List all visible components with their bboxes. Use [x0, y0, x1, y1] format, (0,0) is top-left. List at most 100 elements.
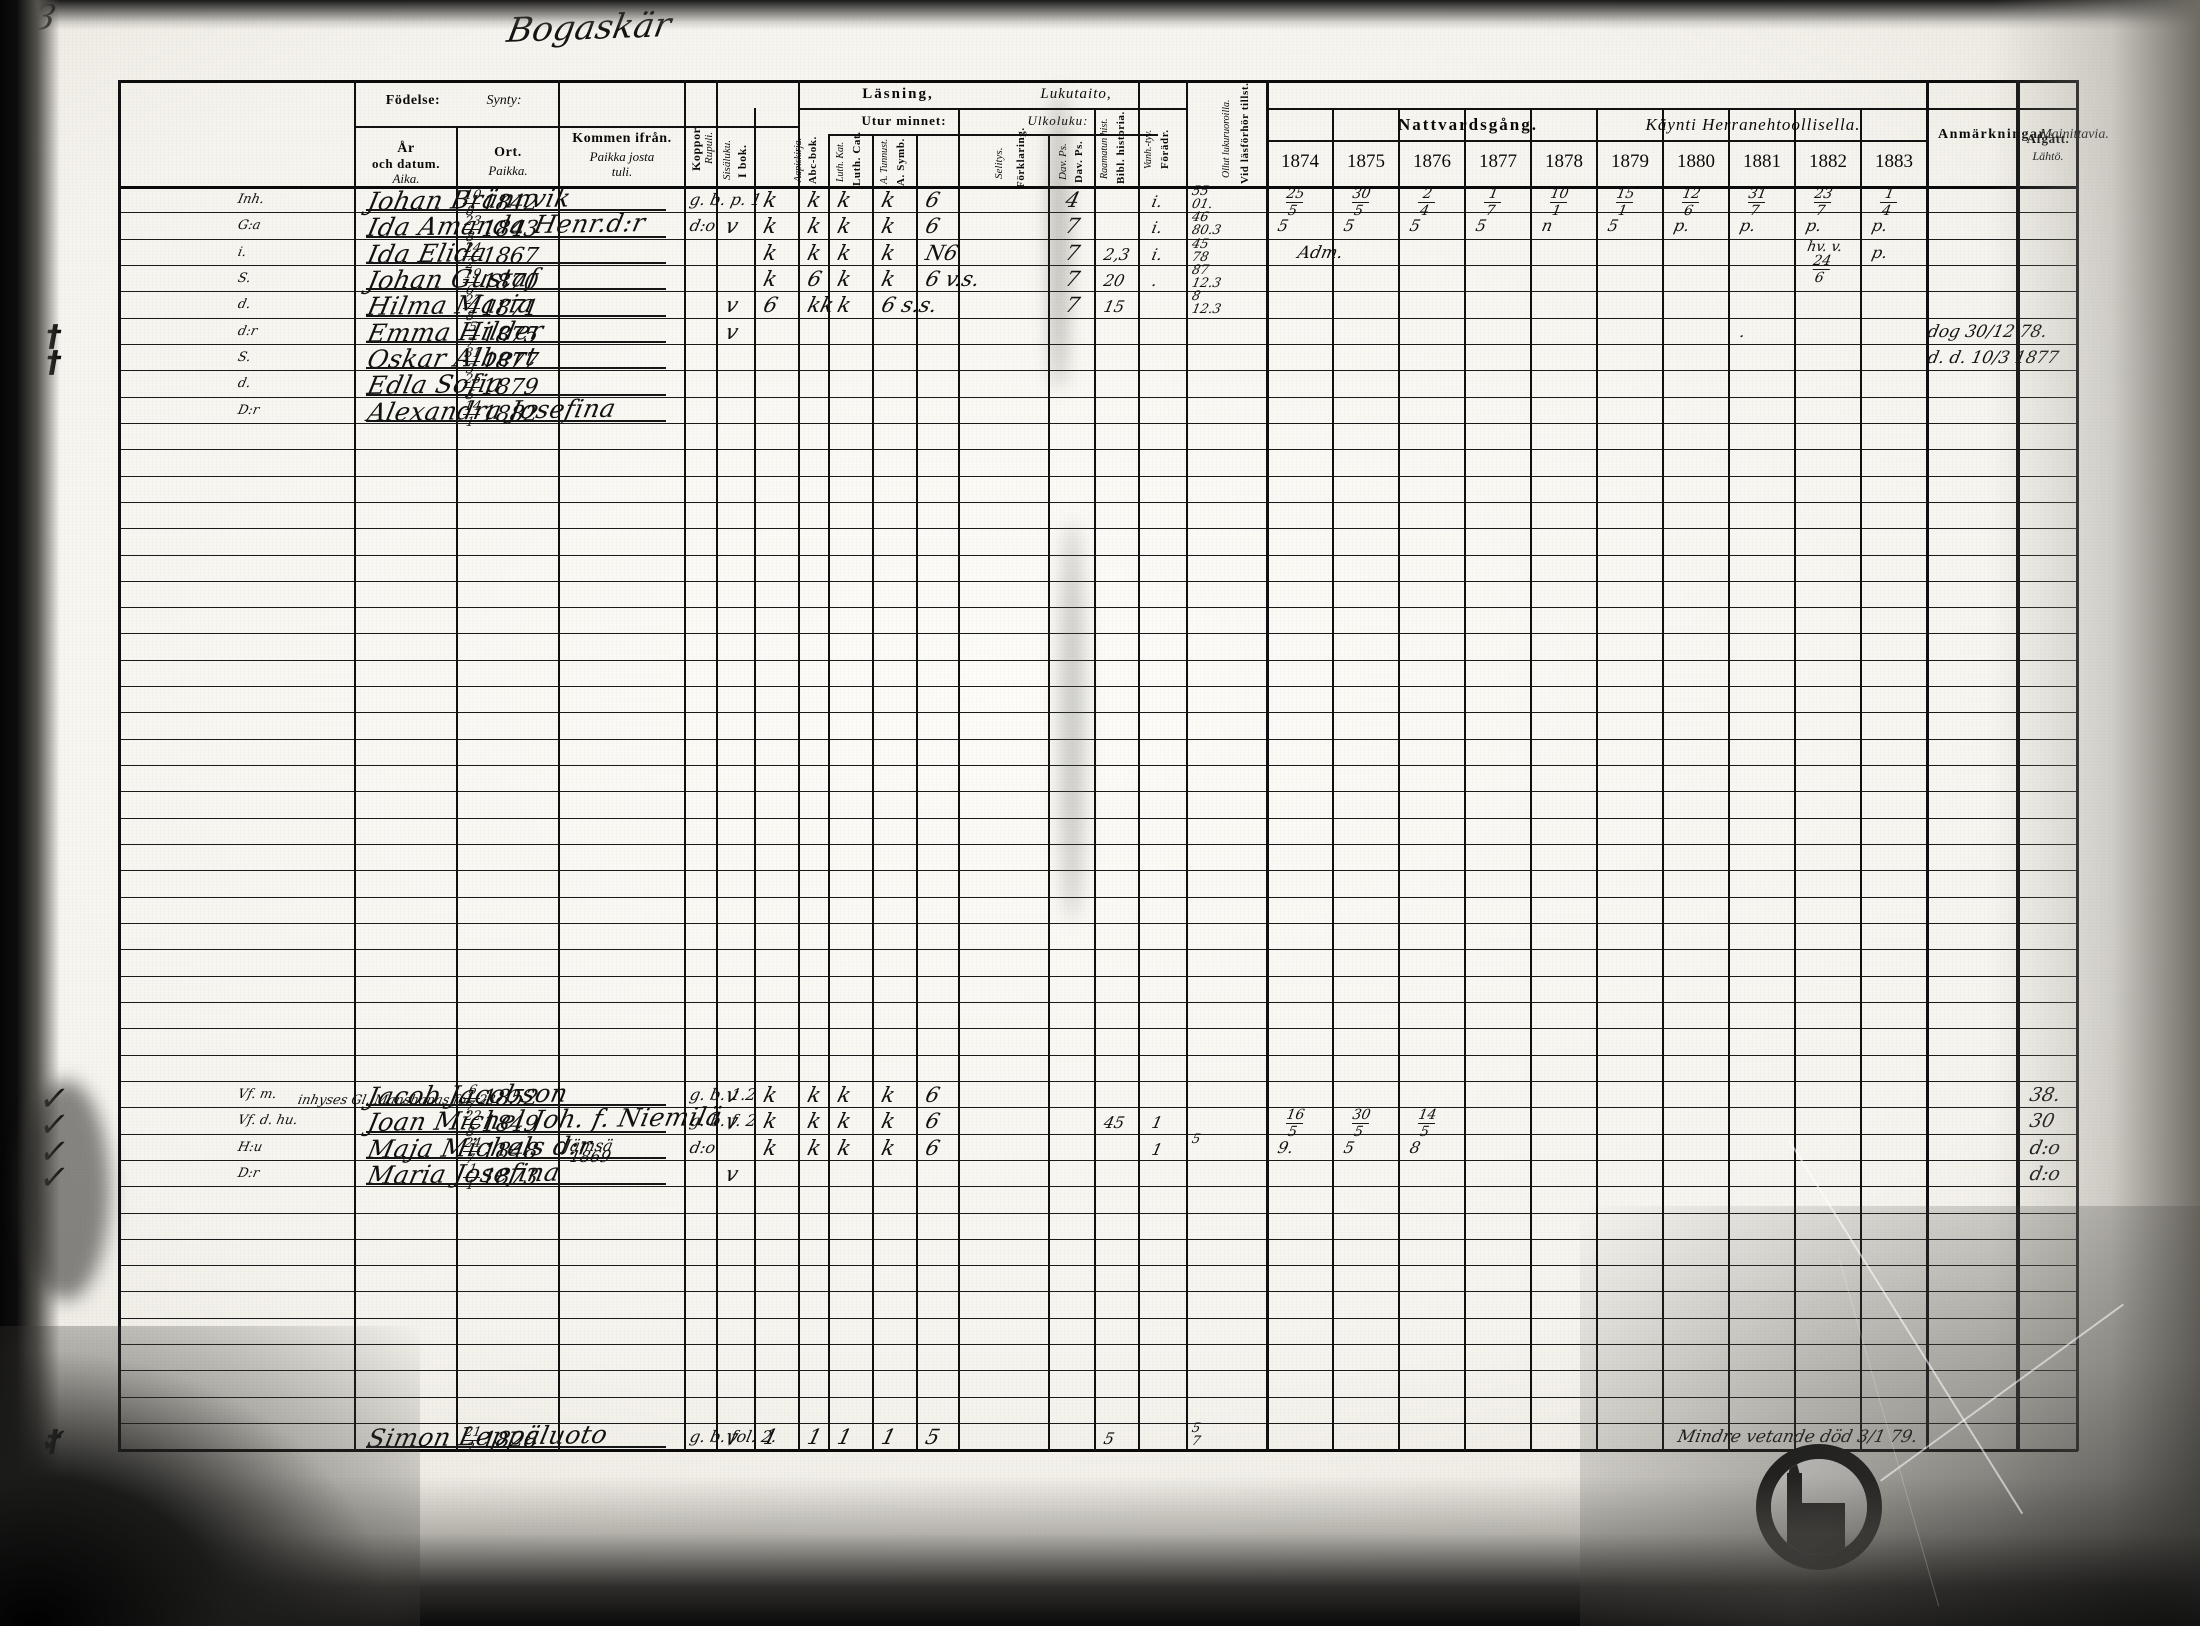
entry-name-underline [366, 340, 666, 343]
entry-reading-mark: k [805, 1082, 824, 1107]
header-rule-birth [354, 126, 798, 128]
entry-birth-date: 1 1 1873 [462, 1161, 541, 1193]
entry-reading-mark: k [761, 214, 780, 239]
row-rule [118, 370, 2078, 372]
entry-communion-mark: 9. [1275, 1137, 1296, 1157]
entry-reading-mark: k [879, 1135, 898, 1160]
col-border-progress [1138, 80, 1140, 1451]
header-rule-reading [798, 108, 1186, 110]
row-rule [118, 1133, 2078, 1135]
entry-progress: 1 [1149, 1113, 1165, 1133]
col-border-catechetical [1186, 80, 1188, 1451]
entry-communion-date: 16 5 [1285, 1107, 1306, 1141]
header-reading-fi: Lukutaito, [1040, 86, 1112, 102]
row-rule [118, 1001, 2078, 1003]
entry-reading-mark: k [835, 1082, 854, 1107]
entry-reading-mark: k [761, 266, 780, 291]
header-davps-sv: Dav. Ps. [1073, 140, 1085, 184]
entry-reading-mark: k [805, 1135, 824, 1160]
register-table: Födelse: Synty: År och datum. Aika. Ort. … [118, 80, 2109, 1456]
entry-communion-mark: 5 [1275, 216, 1291, 236]
row-rule [118, 1028, 2078, 1030]
row-rule [118, 1107, 2078, 1109]
row-rule [118, 1186, 2078, 1188]
row-rule [118, 633, 2078, 635]
header-year-1881: 1881 [1743, 151, 1781, 172]
entry-reading-mark: k [835, 266, 854, 291]
entry-rank: d:r [236, 323, 259, 339]
col-border-1875 [1398, 108, 1400, 1451]
col-border-1882 [1860, 108, 1862, 1451]
header-ibok-sv: I bok. [735, 144, 749, 178]
row-rule [118, 1370, 2078, 1372]
header-biblhist-fi: Raamatun hist. [1099, 118, 1110, 180]
header-ibok-fi: Sisäluku. [721, 139, 733, 181]
entry-communion-date: 14 5 [1417, 1107, 1438, 1141]
entry-bible-history: 5 [1101, 1429, 1117, 1449]
header-camefrom-sv: Kommen ifrån. [572, 131, 672, 146]
row-rule [118, 501, 2078, 503]
entry-birth-date: 21 2 1828 [462, 1425, 541, 1457]
entry-bible-history: 2,3 [1101, 244, 1132, 264]
entry-communion-date: 15 1 [1615, 186, 1636, 219]
entry-rank: i. [236, 244, 248, 260]
col-border-smallpox [716, 80, 718, 1451]
header-year-1875: 1875 [1347, 151, 1385, 172]
col-border-1874 [1332, 108, 1334, 1451]
entry-came-from: g. b. p. 1 [687, 190, 764, 209]
entry-progress: i. [1149, 218, 1165, 238]
entry-remark: d. d. 10/3 1877 [1925, 347, 2061, 368]
entry-reading-mark: k [879, 188, 898, 212]
entry-rank: H:u [236, 1139, 264, 1155]
row-rule [118, 949, 2078, 951]
header-abc-fi: Aapiskirja. [793, 137, 804, 183]
header-birth-place-sv: Ort. [494, 145, 522, 160]
entry-name-underline [366, 1156, 666, 1159]
header-birth-year-sv: År och datum. [371, 141, 441, 171]
entry-reading-mark: k [805, 214, 824, 239]
header-rule-communion [1266, 108, 2076, 110]
row-rule [118, 844, 2078, 845]
col-border-1876 [1464, 108, 1466, 1451]
entry-smallpox: v [723, 319, 741, 344]
entry-rank: d. [236, 376, 253, 392]
row-rule [118, 317, 2078, 319]
entry-bible-history: 45 [1101, 1113, 1127, 1133]
header-departed-sv: Afgått. [2026, 131, 2070, 146]
entry-reading-mark: 5 [923, 1425, 943, 1450]
entry-communion-mark: . [1737, 321, 1748, 341]
entry-reading-mark: 6 [923, 188, 943, 212]
header-birth-year-fi: Aika. [392, 171, 420, 186]
header-progress-sv: Förädr. [1159, 129, 1171, 169]
entry-reading-mark: k [805, 1109, 824, 1134]
header-rule-byheart [828, 134, 1158, 136]
row-rule [118, 343, 2078, 345]
header-biblhist-sv: Bibl. historia. [1115, 111, 1127, 184]
entry-name-underline [366, 419, 666, 422]
entry-smallpox: v [723, 293, 741, 318]
header-year-1874: 1874 [1281, 151, 1319, 172]
col-border-1878 [1596, 108, 1598, 1451]
row-rule [118, 686, 2078, 688]
row-rule [118, 765, 2078, 766]
row-rule [118, 870, 2078, 872]
col-border-davps [1048, 134, 1050, 1451]
entry-communion-mark: p. [1671, 216, 1692, 236]
header-cat-fi: Luth. Kat. [835, 141, 846, 183]
col-border-birthplace [558, 80, 560, 1451]
entry-communion-date: 25 5 [1285, 186, 1306, 219]
entry-reading-mark: k [879, 266, 898, 291]
entry-reading-mark: k [835, 188, 854, 212]
edge-stain-left [20, 1080, 110, 1300]
entry-name-underline [366, 1183, 666, 1186]
entry-reading-mark: k [761, 188, 780, 212]
entry-progress: i. [1149, 244, 1165, 264]
entry-communion-mark: 5 [1605, 216, 1621, 236]
entry-reading-mark: 1 [879, 1425, 899, 1450]
entry-remark: dog 30/12 78. [1925, 321, 2049, 342]
header-smallpox-sv: Koppor. [689, 124, 703, 172]
header-progress-fi: Vanh.-tyv. [1143, 129, 1154, 169]
row-rule [118, 659, 2078, 661]
entry-communion-date: 12 6 [1681, 186, 1702, 219]
entry-reading-mark: 6 [805, 266, 825, 291]
